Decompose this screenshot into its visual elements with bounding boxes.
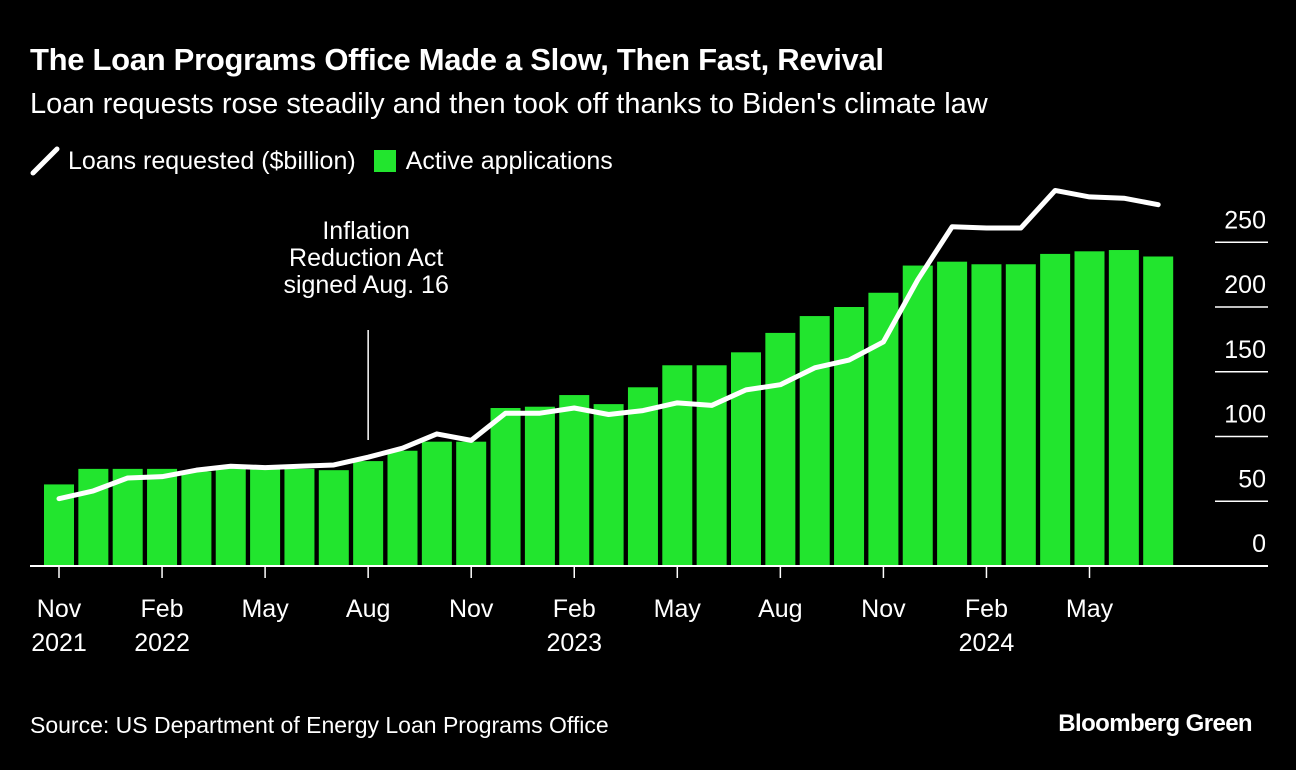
x-tick-label: Feb xyxy=(553,595,596,623)
bar xyxy=(627,387,658,566)
legend-item-loans: Loans requested ($billion) xyxy=(30,146,356,176)
bar xyxy=(765,332,796,566)
y-tick-label: 250 xyxy=(1224,206,1266,234)
legend-label-applications: Active applications xyxy=(405,146,613,175)
legend-item-applications: Active applications xyxy=(373,146,613,176)
bar xyxy=(971,264,1002,566)
brand-logo: Bloomberg Green xyxy=(1058,710,1252,737)
x-tick-label: May xyxy=(1066,595,1114,623)
bar xyxy=(1108,250,1139,566)
bar xyxy=(868,292,899,566)
bar xyxy=(834,307,865,566)
chart-subtitle: Loan requests rose steadily and then too… xyxy=(30,88,988,120)
bar xyxy=(318,470,349,566)
legend: Loans requested ($billion) Active applic… xyxy=(30,146,631,176)
legend-line-swatch xyxy=(30,146,60,176)
bar xyxy=(78,468,109,566)
x-tick-year-label: 2023 xyxy=(546,629,602,657)
bar xyxy=(181,471,212,566)
x-tick-label: Feb xyxy=(965,595,1008,623)
bar xyxy=(1040,253,1071,566)
bar xyxy=(147,468,178,566)
chart-title: The Loan Programs Office Made a Slow, Th… xyxy=(30,42,884,77)
y-tick-label: 0 xyxy=(1252,530,1266,558)
bar xyxy=(1143,256,1174,566)
bar xyxy=(250,468,281,566)
y-tick-label: 50 xyxy=(1238,465,1266,493)
bar xyxy=(524,406,555,566)
line-series-loans-requested xyxy=(56,187,1161,502)
x-tick-label: Aug xyxy=(346,595,390,623)
bar xyxy=(215,467,246,566)
x-tick-year-label: 2024 xyxy=(959,629,1015,657)
bar xyxy=(456,441,487,566)
y-tick-label: 200 xyxy=(1224,271,1266,299)
x-tick-year-label: 2022 xyxy=(134,629,190,657)
bar xyxy=(593,404,624,566)
x-tick-label: May xyxy=(241,595,289,623)
x-tick-label: Feb xyxy=(141,595,184,623)
x-tick-year-label: 2021 xyxy=(31,629,87,657)
legend-label-loans: Loans requested ($billion) xyxy=(68,146,356,175)
annotation-text: signed Aug. 16 xyxy=(283,271,448,299)
x-tick-label: Nov xyxy=(861,595,906,623)
bar xyxy=(284,468,315,566)
bar xyxy=(490,408,521,566)
y-tick-label: 100 xyxy=(1224,401,1266,429)
bar xyxy=(731,352,761,566)
bar xyxy=(1005,264,1036,566)
bar xyxy=(696,365,727,566)
bar xyxy=(902,265,933,566)
bar xyxy=(353,461,384,566)
x-tick-label: Aug xyxy=(758,595,802,623)
y-tick-label: 150 xyxy=(1224,336,1266,364)
bar xyxy=(937,261,968,566)
bar xyxy=(387,450,418,566)
source-note: Source: US Department of Energy Loan Pro… xyxy=(30,712,609,738)
bar xyxy=(799,316,830,566)
bar xyxy=(662,365,693,566)
bar xyxy=(559,395,590,566)
x-tick-label: Nov xyxy=(37,595,82,623)
x-tick-label: May xyxy=(654,595,702,623)
annotation-text: Inflation xyxy=(322,217,410,245)
legend-bar-swatch xyxy=(373,150,396,172)
annotation-text: Reduction Act xyxy=(289,244,443,272)
x-tick-label: Nov xyxy=(449,595,494,623)
bar xyxy=(112,468,143,566)
bar xyxy=(421,441,452,566)
bar xyxy=(1074,251,1105,566)
